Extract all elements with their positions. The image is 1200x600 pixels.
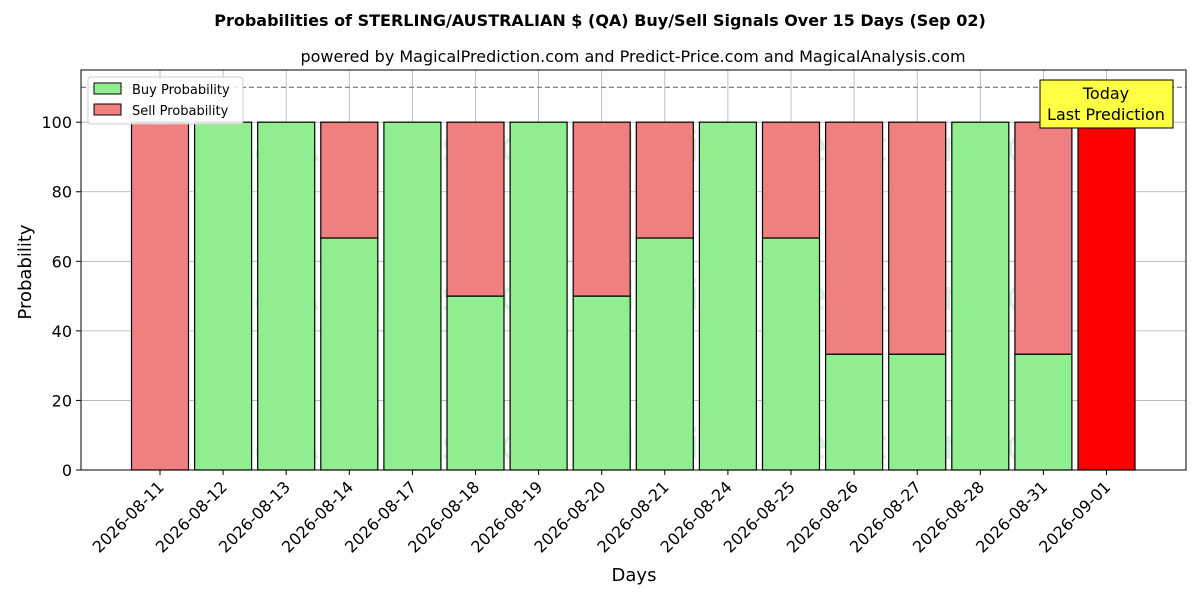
y-tick-label: 0 — [62, 461, 72, 480]
y-tick-label: 80 — [52, 183, 72, 202]
x-axis-ticks: 2026-08-112026-08-122026-08-132026-08-14… — [89, 470, 1114, 557]
y-tick-label: 40 — [52, 322, 72, 341]
x-axis-label: Days — [612, 565, 657, 586]
bar-buy-2026-08-28 — [951, 121, 1010, 471]
bar-sell-2026-08-27 — [888, 121, 947, 355]
bar-buy-2026-08-25 — [761, 237, 821, 471]
bar-sell-2026-08-26 — [824, 121, 884, 355]
y-tick-label: 60 — [52, 252, 72, 271]
bar-sell-2026-08-21 — [635, 121, 694, 239]
legend-sell-swatch — [93, 103, 122, 116]
plot-frame — [80, 69, 1187, 471]
bar-buy-2026-08-17 — [383, 121, 442, 471]
bar-buy-2026-08-19 — [509, 121, 568, 471]
today-annotation: Today Last Prediction — [1039, 79, 1174, 129]
bar-sell-2026-08-18 — [446, 121, 505, 297]
legend-sell-label: Sell Probability — [132, 104, 229, 119]
chart-title: Probabilities of STERLING/AUSTRALIAN $ (… — [214, 11, 986, 30]
bar-sell-2026-09-01 — [1077, 121, 1136, 471]
legend-buy-label: Buy Probability — [132, 83, 230, 98]
bar-sell-2026-08-11 — [130, 121, 190, 471]
bar-buy-2026-08-21 — [635, 237, 694, 471]
bar-buy-2026-08-24 — [698, 121, 758, 471]
last-prediction-label: Last Prediction — [1047, 105, 1165, 124]
bar-buy-2026-08-27 — [888, 353, 947, 471]
today-annotation-box — [1039, 79, 1174, 129]
bar-buy-2026-08-12 — [194, 121, 253, 471]
y-axis-ticks: 0 20 40 60 80 100 — [41, 113, 81, 480]
legend-frame — [87, 76, 244, 125]
bar-sell-2026-08-14 — [320, 121, 379, 239]
bar-buy-2026-08-14 — [320, 237, 379, 471]
bar-buy-2026-08-26 — [824, 353, 884, 471]
y-tick-label: 20 — [52, 391, 72, 410]
today-label: Today — [1082, 84, 1129, 103]
bar-sell-2026-08-31 — [1014, 121, 1073, 355]
y-tick-label: 100 — [41, 113, 72, 132]
bar-sell-2026-08-25 — [761, 121, 821, 239]
chart-subtitle: powered by MagicalPrediction.com and Pre… — [300, 47, 965, 66]
bar-buy-2026-08-18 — [446, 295, 505, 471]
bar-buy-2026-08-13 — [257, 121, 316, 471]
bar-buy-2026-08-31 — [1014, 353, 1073, 471]
legend: Buy Probability Sell Probability — [87, 76, 244, 125]
bar-buy-2026-08-20 — [572, 295, 631, 471]
legend-buy-swatch — [93, 82, 122, 95]
y-axis-label: Probability — [15, 224, 36, 319]
bars — [130, 121, 1136, 471]
bar-sell-2026-08-20 — [572, 121, 631, 297]
